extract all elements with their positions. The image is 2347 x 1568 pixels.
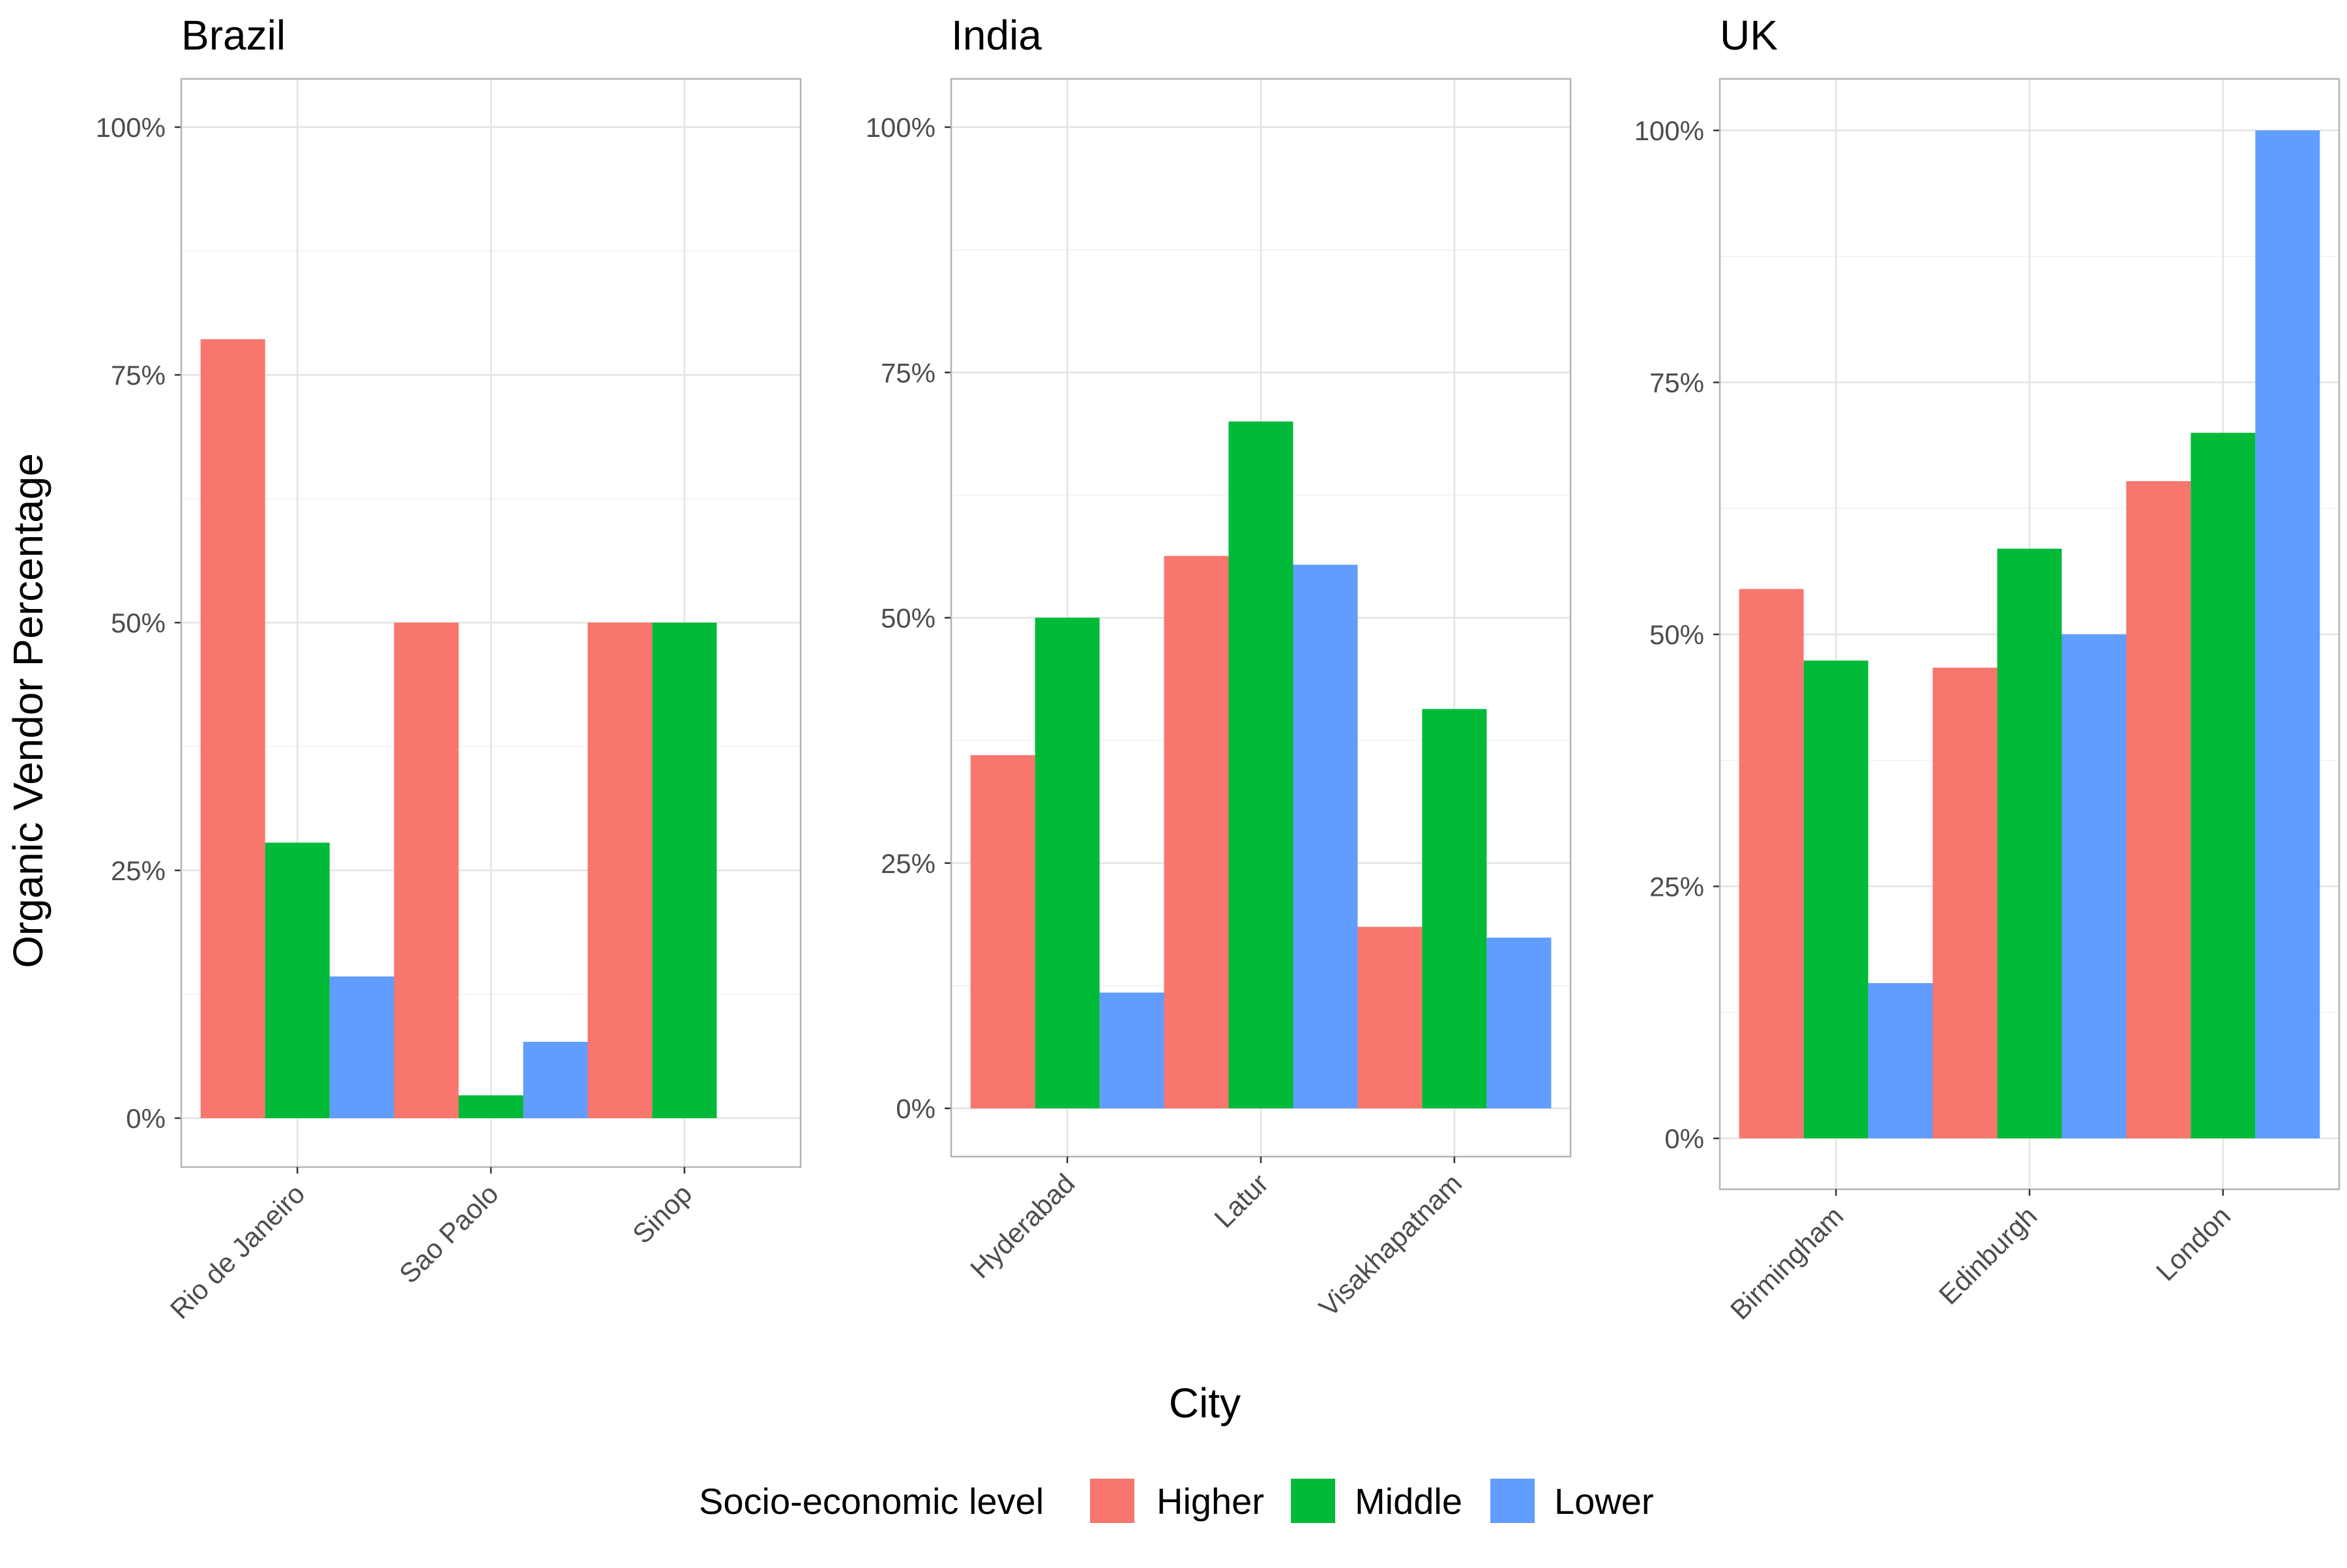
x-tick-label: Sao Paolo (393, 1178, 504, 1289)
bar-higher (1932, 668, 1998, 1138)
y-tick-label: 0% (1664, 1123, 1704, 1154)
bar-middle (1228, 421, 1293, 1108)
y-tick-label: 100% (1634, 115, 1704, 146)
x-tick-label: Rio de Janeiro (164, 1178, 311, 1325)
bar-lower (1486, 938, 1552, 1108)
legend-item-middle: Middle (1291, 1479, 1462, 1523)
y-axis-title: Organic Vendor Percentage (5, 453, 52, 968)
bar-higher (587, 623, 653, 1118)
bar-middle (265, 842, 330, 1118)
panel-brazil: 0% 25% 50% 75% 100% Rio de Janeiro Sao Paolo Si… (96, 12, 802, 1325)
bar-lower (329, 976, 394, 1118)
bar-higher (2126, 481, 2191, 1138)
y-tick-label: 100% (866, 112, 936, 143)
legend-swatch (1291, 1479, 1335, 1523)
x-tick-label: Birmingham (1724, 1200, 1850, 1325)
y-tick-label: 0% (896, 1093, 936, 1124)
x-axis-title: City (1169, 1380, 1241, 1427)
y-tick-label: 25% (881, 848, 936, 879)
bar-lower (2255, 130, 2320, 1138)
bar-higher (200, 339, 265, 1118)
panel-india: 0% 25% 50% 75% 100% Hyderabad Latur Visakhapatn… (866, 12, 1572, 1323)
x-tick-label: Latur (1208, 1168, 1274, 1234)
bar-middle (1035, 617, 1100, 1108)
bar-middle (2191, 432, 2256, 1138)
y-tick-label: 25% (111, 855, 166, 886)
x-tick-label: Edinburgh (1933, 1200, 2043, 1310)
legend-swatch (1490, 1479, 1535, 1523)
legend-swatch (1090, 1479, 1134, 1523)
bar-lower (2061, 634, 2127, 1138)
y-tick-label: 75% (1649, 368, 1704, 398)
legend-label: Lower (1554, 1481, 1654, 1522)
bar-middle (1997, 548, 2062, 1138)
y-tick-label: 0% (126, 1103, 166, 1134)
y-tick-label: 50% (111, 608, 166, 638)
x-tick-label: Hyderabad (964, 1168, 1081, 1284)
bar-middle (1803, 660, 1868, 1138)
bar-middle (652, 623, 717, 1118)
panel-uk: 0% 25% 50% 75% 100% Birmingham Edinburgh London… (1634, 12, 2340, 1325)
y-tick-label: 25% (1649, 872, 1704, 902)
y-tick-label: 100% (96, 112, 166, 143)
bar-middle (1422, 709, 1487, 1108)
bar-higher (970, 755, 1035, 1108)
bar-lower (1293, 565, 1358, 1108)
x-tick-label: London (2150, 1200, 2236, 1286)
panel-title: Brazil (181, 12, 286, 59)
legend-item-higher: Higher (1090, 1479, 1264, 1523)
y-tick-label: 75% (111, 360, 166, 391)
bar-higher (1357, 926, 1423, 1108)
legend-title: Socio-economic level (699, 1481, 1044, 1522)
bar-lower (1868, 983, 1933, 1138)
panels-layer: 0% 25% 50% 75% 100% Rio de Janeiro Sao Paolo Si… (96, 12, 2340, 1325)
bar-lower (523, 1041, 588, 1118)
panel-title: India (951, 12, 1042, 59)
y-tick-label: 50% (881, 603, 936, 634)
legend-label: Higher (1157, 1481, 1264, 1522)
legend-item-lower: Lower (1490, 1479, 1654, 1523)
y-tick-label: 50% (1649, 619, 1704, 650)
bar-higher (394, 623, 459, 1118)
panel-title: UK (1720, 12, 1778, 59)
bar-higher (1739, 589, 1804, 1138)
x-tick-label: Sinop (627, 1178, 698, 1249)
bar-lower (1099, 992, 1164, 1108)
legend-items: Higher Middle Lower (1090, 1479, 1654, 1523)
x-tick-label: Visakhapatnam (1313, 1168, 1468, 1322)
bar-higher (1164, 555, 1229, 1108)
legend: Socio-economic level Higher Middle Lower (699, 1479, 1654, 1523)
y-tick-label: 75% (881, 357, 936, 388)
bar-middle (458, 1095, 524, 1118)
legend-label: Middle (1355, 1481, 1462, 1522)
